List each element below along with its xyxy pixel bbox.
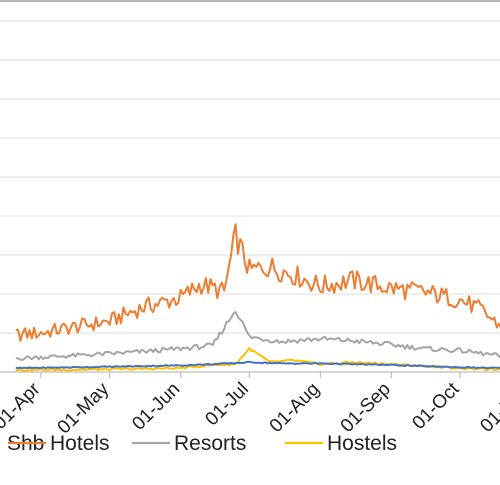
x-tick-label: 01-Oct bbox=[408, 378, 464, 434]
x-tick-label: 01-Nov bbox=[476, 378, 500, 437]
x-axis-ticks: 01-Mar01-Apr01-May01-Jun01-Jul01-Aug01-S… bbox=[0, 372, 500, 438]
x-tick-label: 01-Apr bbox=[0, 378, 45, 434]
x-tick-label: 01-May bbox=[54, 378, 114, 438]
x-tick-label: 01-Jul bbox=[201, 379, 252, 430]
legend-label-hotels: Hotels bbox=[50, 432, 110, 455]
x-tick-label: 01-Jun bbox=[128, 379, 184, 435]
grid-lines bbox=[0, 0, 500, 373]
x-tick-label: 01-Aug bbox=[266, 379, 324, 437]
series-line-shb bbox=[15, 360, 500, 370]
legend-label-hostels: Hostels bbox=[327, 432, 397, 455]
legend-label-resorts: Resorts bbox=[174, 432, 246, 455]
legend: Shb Hotels Resorts Hostels bbox=[7, 432, 397, 455]
series-line-hotels bbox=[15, 223, 500, 342]
series-layer bbox=[15, 223, 500, 372]
series-line-resorts bbox=[15, 311, 500, 361]
x-tick-label: 01-Sep bbox=[337, 379, 395, 437]
